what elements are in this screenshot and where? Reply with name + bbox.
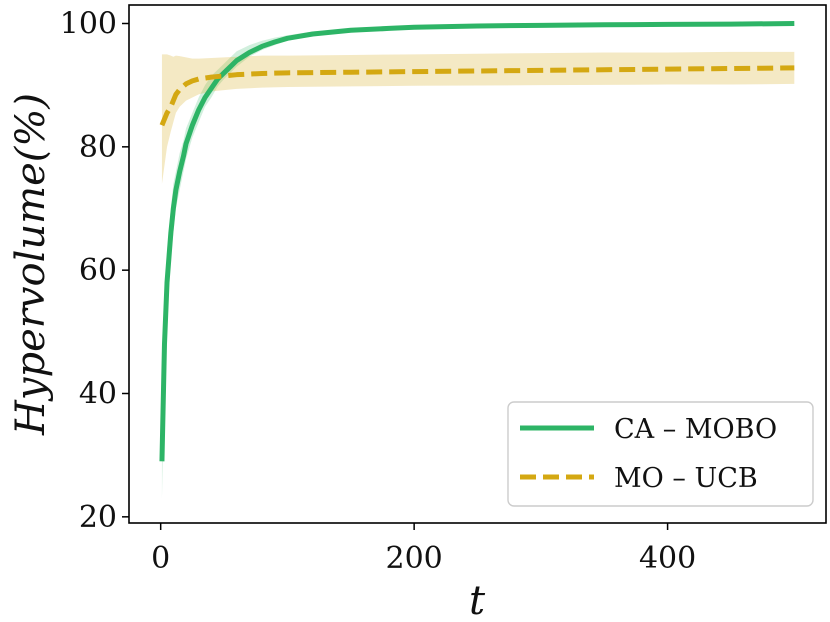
x-tick-label: 400 <box>639 541 696 576</box>
plot-frame <box>128 4 827 524</box>
line-ca-mobo <box>159 21 795 462</box>
x-axis-ticks: 0 200 400 <box>151 523 696 576</box>
x-axis-label: t <box>469 578 486 622</box>
y-tick-label: 100 <box>60 7 117 42</box>
series-lines <box>159 21 795 462</box>
y-axis-ticks: 20 40 60 80 100 <box>60 7 129 535</box>
legend-label-mo-ucb: MO – UCB <box>614 463 758 494</box>
y-tick-label: 40 <box>79 377 117 412</box>
y-tick-label: 80 <box>79 130 117 165</box>
line-mo-ucb <box>159 65 795 127</box>
y-axis-label: Hypervolume(%) <box>8 93 54 436</box>
legend-label-ca-mobo: CA – MOBO <box>614 414 777 445</box>
x-tick-label: 0 <box>151 541 170 576</box>
x-tick-label: 200 <box>386 541 443 576</box>
legend: CA – MOBO MO – UCB <box>507 401 814 507</box>
y-tick-label: 20 <box>79 500 117 535</box>
y-tick-label: 60 <box>79 253 117 288</box>
band-mo-ucb <box>161 51 795 184</box>
